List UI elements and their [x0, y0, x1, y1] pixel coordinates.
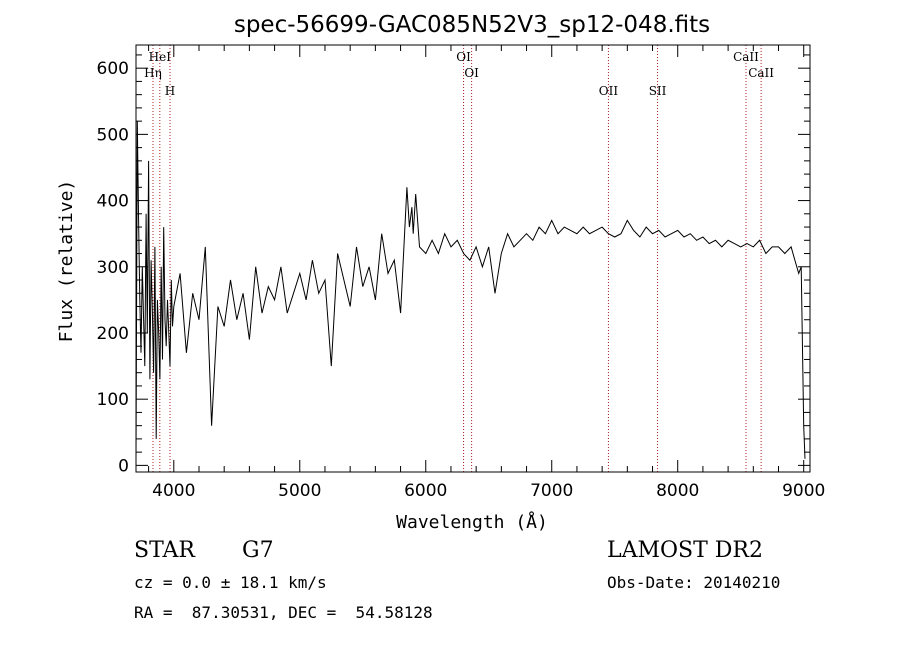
y-axis-label: Flux (relative) — [56, 180, 77, 343]
line-marker-label: Hη — [144, 66, 162, 80]
line-marker-label: CaII — [733, 50, 759, 64]
line-marker-label: CaII — [748, 66, 774, 80]
x-tick-label: 4000 — [152, 481, 195, 501]
line-marker-label: OI — [456, 50, 471, 64]
x-tick-label: 5000 — [278, 481, 321, 501]
y-tick-label: 500 — [97, 125, 129, 145]
coordinates: RA = 87.30531, DEC = 54.58128 — [134, 603, 433, 622]
x-axis-label: Wavelength (Å) — [396, 511, 548, 533]
y-tick-label: 0 — [118, 456, 129, 476]
line-marker-label: OI — [464, 66, 479, 80]
chart-title: spec-56699-GAC085N52V3_sp12-048.fits — [234, 12, 710, 38]
observation-date: Obs-Date: 20140210 — [607, 573, 781, 592]
x-tick-label: 6000 — [404, 481, 447, 501]
object-type: STAR — [134, 538, 195, 563]
line-marker-label: OII — [599, 84, 619, 98]
spectral-subclass: G7 — [242, 538, 274, 563]
y-tick-label: 300 — [97, 258, 129, 278]
axis-ticks: 4000 5000 6000 7000 8000 9000 0 100 200 300 400 500… — [97, 45, 825, 501]
line-marker-label: HeI — [149, 50, 172, 64]
line-marker-label: H — [165, 84, 175, 98]
x-tick-label: 8000 — [656, 481, 699, 501]
y-tick-label: 200 — [97, 324, 129, 344]
line-marker-label: SII — [649, 84, 667, 98]
survey-name: LAMOST DR2 — [607, 538, 763, 563]
x-tick-label: 7000 — [530, 481, 573, 501]
spectrum-line — [135, 121, 806, 459]
y-tick-label: 600 — [97, 59, 129, 79]
plot-frame — [135, 44, 811, 473]
y-tick-label: 100 — [97, 390, 129, 410]
redshift-value: cz = 0.0 ± 18.1 km/s — [134, 573, 327, 592]
y-tick-label: 400 — [97, 192, 129, 212]
emission-line-markers: HeI HηH OI OI OII SII CaII CaII — [144, 45, 774, 472]
x-tick-label: 9000 — [782, 481, 825, 501]
